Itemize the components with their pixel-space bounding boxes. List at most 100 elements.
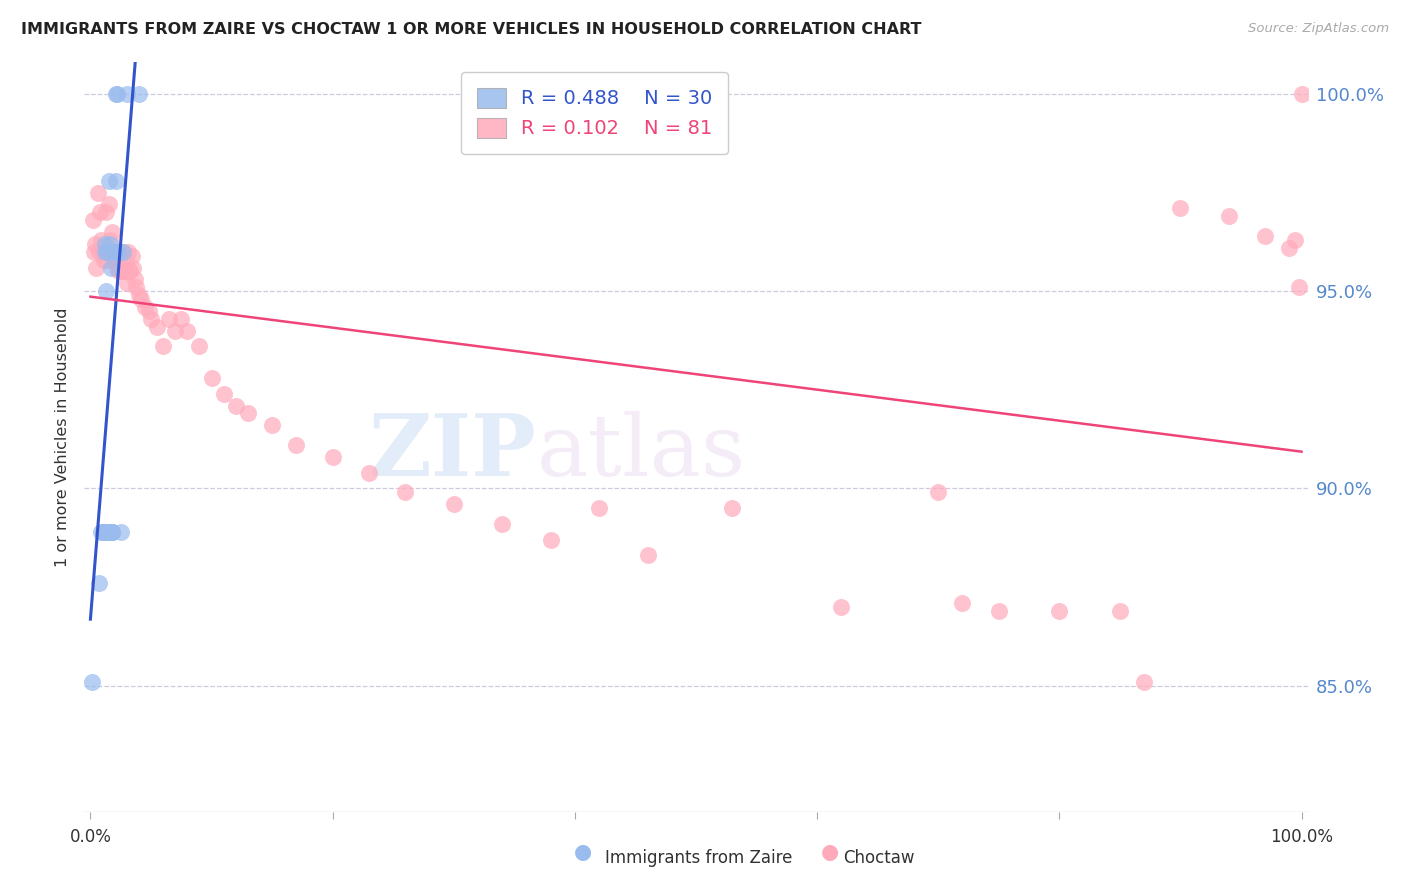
Point bbox=[987, 604, 1010, 618]
Text: IMMIGRANTS FROM ZAIRE VS CHOCTAW 1 OR MORE VEHICLES IN HOUSEHOLD CORRELATION CHA: IMMIGRANTS FROM ZAIRE VS CHOCTAW 1 OR MO… bbox=[21, 22, 921, 37]
Point bbox=[104, 244, 127, 259]
Point bbox=[100, 260, 122, 275]
Point bbox=[105, 87, 128, 101]
Point bbox=[96, 244, 118, 259]
Point bbox=[262, 418, 284, 433]
Point bbox=[357, 466, 380, 480]
Point bbox=[721, 501, 744, 516]
Text: ●: ● bbox=[821, 842, 838, 862]
Point bbox=[1133, 674, 1156, 689]
Point bbox=[104, 174, 127, 188]
Point bbox=[98, 524, 121, 539]
Point bbox=[129, 292, 152, 306]
Point bbox=[94, 236, 117, 251]
Point bbox=[104, 244, 127, 259]
Point bbox=[98, 236, 121, 251]
Point bbox=[176, 324, 198, 338]
Point bbox=[1278, 241, 1301, 255]
Point bbox=[927, 485, 949, 500]
Point bbox=[115, 87, 138, 101]
Point bbox=[110, 524, 132, 539]
Point bbox=[212, 386, 235, 401]
Point bbox=[87, 244, 110, 259]
Point bbox=[96, 244, 118, 259]
Point bbox=[91, 524, 114, 539]
Point bbox=[82, 213, 104, 227]
Point bbox=[107, 244, 129, 259]
Point bbox=[1291, 87, 1313, 101]
Legend: R = 0.488    N = 30, R = 0.102    N = 81: R = 0.488 N = 30, R = 0.102 N = 81 bbox=[461, 72, 728, 154]
Point bbox=[98, 233, 121, 247]
Point bbox=[118, 264, 141, 278]
Point bbox=[540, 533, 562, 547]
Point bbox=[80, 674, 103, 689]
Point bbox=[236, 406, 259, 420]
Text: ●: ● bbox=[575, 842, 592, 862]
Point bbox=[110, 260, 132, 275]
Point bbox=[394, 485, 416, 500]
Point bbox=[139, 311, 162, 326]
Point bbox=[100, 244, 122, 259]
Point bbox=[94, 244, 117, 259]
Point bbox=[322, 450, 344, 464]
Point bbox=[94, 252, 117, 267]
Point bbox=[91, 524, 114, 539]
Point bbox=[90, 233, 112, 247]
Point bbox=[105, 260, 128, 275]
Point bbox=[952, 596, 974, 610]
Point bbox=[588, 501, 610, 516]
Point bbox=[97, 197, 120, 211]
Point bbox=[87, 576, 110, 591]
Point bbox=[165, 324, 187, 338]
Point bbox=[104, 252, 127, 267]
Point bbox=[104, 252, 127, 267]
Point bbox=[86, 186, 108, 200]
Point bbox=[128, 288, 150, 302]
Text: Choctaw: Choctaw bbox=[844, 849, 915, 867]
Point bbox=[121, 260, 143, 275]
Point bbox=[84, 236, 107, 251]
Point bbox=[112, 244, 135, 259]
Point bbox=[111, 264, 134, 278]
Point bbox=[200, 371, 222, 385]
Point bbox=[107, 244, 129, 259]
Point bbox=[89, 205, 111, 219]
Point bbox=[114, 252, 136, 267]
Point bbox=[152, 339, 174, 353]
Point bbox=[97, 174, 120, 188]
Point bbox=[225, 399, 247, 413]
Y-axis label: 1 or more Vehicles in Household: 1 or more Vehicles in Household bbox=[55, 308, 70, 566]
Point bbox=[91, 244, 114, 259]
Point bbox=[101, 225, 124, 239]
Point bbox=[1170, 202, 1192, 216]
Point bbox=[124, 272, 146, 286]
Text: Immigrants from Zaire: Immigrants from Zaire bbox=[605, 849, 792, 867]
Point bbox=[110, 244, 132, 259]
Point bbox=[86, 260, 108, 275]
Point bbox=[96, 244, 118, 259]
Point bbox=[93, 524, 115, 539]
Point bbox=[134, 300, 156, 314]
Point bbox=[112, 244, 135, 259]
Point bbox=[637, 549, 659, 563]
Point bbox=[83, 244, 105, 259]
Point bbox=[120, 264, 142, 278]
Point bbox=[138, 304, 160, 318]
Point bbox=[101, 524, 124, 539]
Point bbox=[1218, 209, 1240, 223]
Point bbox=[1284, 233, 1306, 247]
Point bbox=[125, 280, 148, 294]
Text: atlas: atlas bbox=[537, 410, 747, 493]
Point bbox=[108, 264, 131, 278]
Point bbox=[104, 244, 127, 259]
Point bbox=[101, 524, 124, 539]
Point bbox=[188, 339, 211, 353]
Text: 0.0%: 0.0% bbox=[69, 829, 111, 847]
Text: 100.0%: 100.0% bbox=[1270, 829, 1333, 847]
Point bbox=[112, 264, 135, 278]
Text: Source: ZipAtlas.com: Source: ZipAtlas.com bbox=[1249, 22, 1389, 36]
Point bbox=[115, 277, 138, 291]
Point bbox=[104, 87, 127, 101]
Point bbox=[112, 264, 135, 278]
Point bbox=[96, 284, 118, 298]
